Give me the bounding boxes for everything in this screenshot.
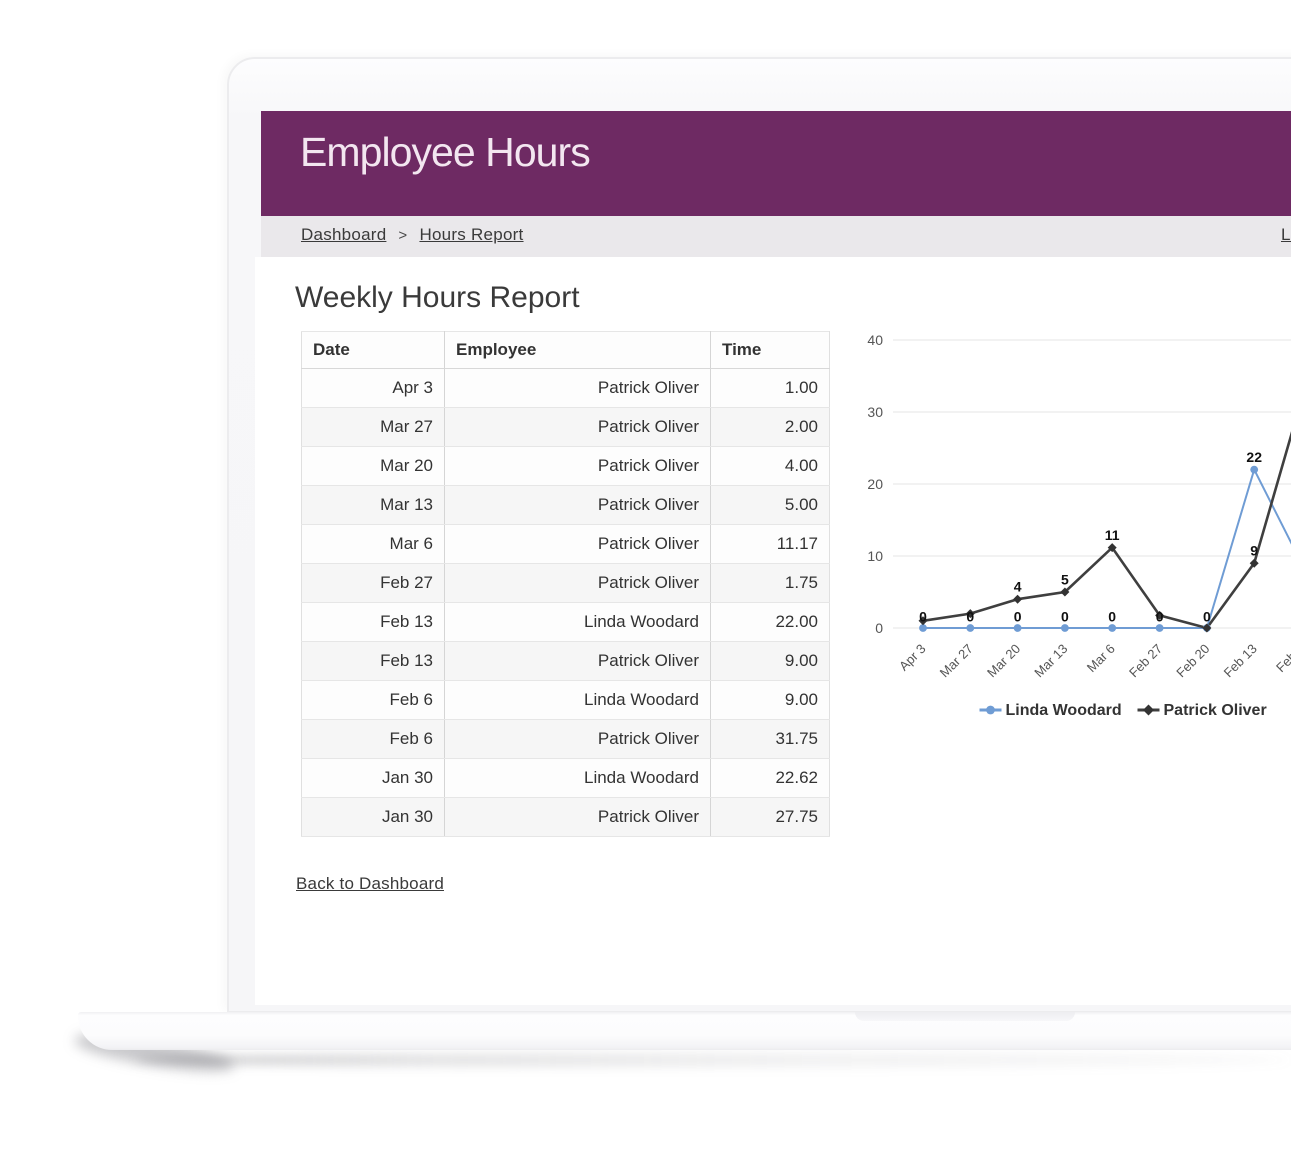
svg-text:0: 0 (1108, 609, 1116, 625)
svg-text:0: 0 (966, 609, 974, 625)
svg-text:Mar 20: Mar 20 (984, 641, 1023, 680)
svg-text:Apr 3: Apr 3 (896, 641, 929, 674)
svg-text:Feb 13: Feb 13 (1221, 641, 1260, 680)
svg-text:0: 0 (875, 620, 883, 636)
svg-text:10: 10 (867, 548, 883, 564)
svg-text:Feb 27: Feb 27 (1126, 641, 1165, 680)
svg-text:11: 11 (1105, 527, 1120, 543)
svg-text:22: 22 (1246, 449, 1262, 465)
svg-text:40: 40 (867, 332, 883, 348)
svg-text:5: 5 (1061, 572, 1069, 588)
svg-text:9: 9 (1250, 543, 1258, 559)
svg-text:Mar 13: Mar 13 (1031, 641, 1070, 680)
svg-text:0: 0 (1156, 609, 1164, 625)
svg-text:Patrick Oliver: Patrick Oliver (1164, 702, 1267, 719)
svg-text:20: 20 (867, 476, 883, 492)
svg-text:Mar 6: Mar 6 (1084, 641, 1118, 675)
svg-text:4: 4 (1014, 579, 1022, 595)
svg-text:Mar 27: Mar 27 (937, 641, 976, 680)
svg-text:0: 0 (1061, 609, 1069, 625)
svg-text:30: 30 (867, 404, 883, 420)
svg-text:Feb 6: Feb 6 (1273, 641, 1291, 675)
svg-text:Linda Woodard: Linda Woodard (1006, 702, 1122, 719)
svg-text:0: 0 (1014, 609, 1022, 625)
svg-text:0: 0 (919, 609, 927, 625)
svg-text:Feb 20: Feb 20 (1173, 641, 1212, 680)
svg-text:0: 0 (1203, 609, 1211, 625)
